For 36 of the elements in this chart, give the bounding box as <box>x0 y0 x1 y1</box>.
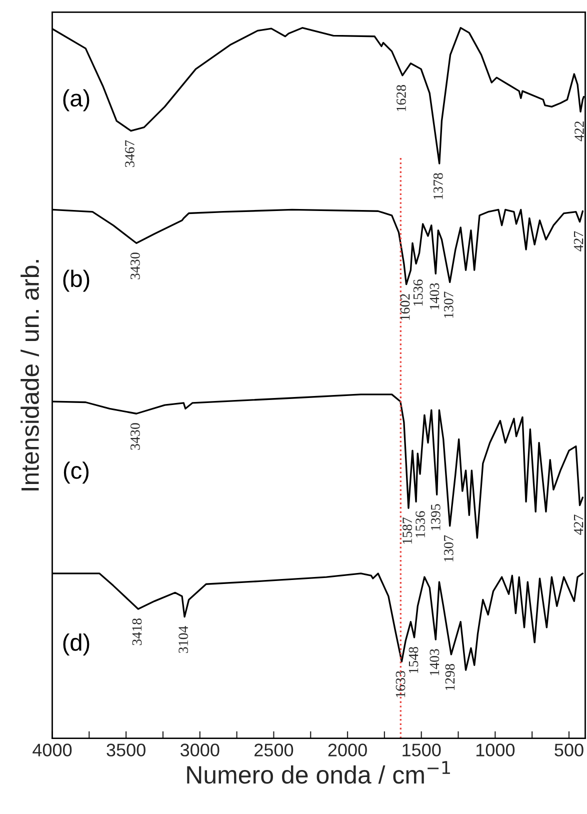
x-tick-label: 4000 <box>32 744 72 756</box>
annotation: 1378 <box>433 173 443 200</box>
x-tick-label: 500 <box>554 744 584 756</box>
x-tick-label: 2000 <box>328 744 367 756</box>
annotation: 427 <box>574 514 584 535</box>
annotation: 1307 <box>444 292 454 318</box>
y-axis-title: Intensidade / un. arb. <box>20 260 39 490</box>
annotation: 1403 <box>430 283 440 310</box>
annotation: 1298 <box>445 664 455 690</box>
series-label: (a) <box>63 89 90 112</box>
annotation: 1587 <box>402 518 412 544</box>
annotation: 1628 <box>396 84 406 111</box>
annotation: 1536 <box>413 280 423 306</box>
x-tick-label: 1000 <box>476 744 515 756</box>
annotation: 3418 <box>132 618 142 646</box>
x-axis-title: Numero de onda / cm$^{−1}$ <box>187 761 450 784</box>
x-tick-label: 1500 <box>402 744 441 756</box>
annotation: 1602 <box>400 294 410 320</box>
annotation: 427 <box>574 231 584 252</box>
annotation: 3430 <box>130 423 140 450</box>
annotation: 3430 <box>130 252 140 280</box>
text: (c) <box>64 462 89 484</box>
annotation: 1536 <box>416 511 425 538</box>
annotation: 1403 <box>430 649 440 676</box>
annotation: 1548 <box>408 646 418 673</box>
annotation: 3104 <box>178 626 188 653</box>
x-tick-label: 3000 <box>180 744 220 756</box>
annotation: 1307 <box>444 535 454 562</box>
x-tick-label: 2500 <box>254 744 294 756</box>
annotation: 1395 <box>431 504 440 530</box>
x-tick-label: 3500 <box>106 744 146 756</box>
text: (d) <box>63 634 90 656</box>
annotation: 422 <box>574 121 584 142</box>
annotation: 3467 <box>125 140 134 167</box>
text: (b) <box>63 270 90 292</box>
annotation: 1633 <box>396 671 406 698</box>
